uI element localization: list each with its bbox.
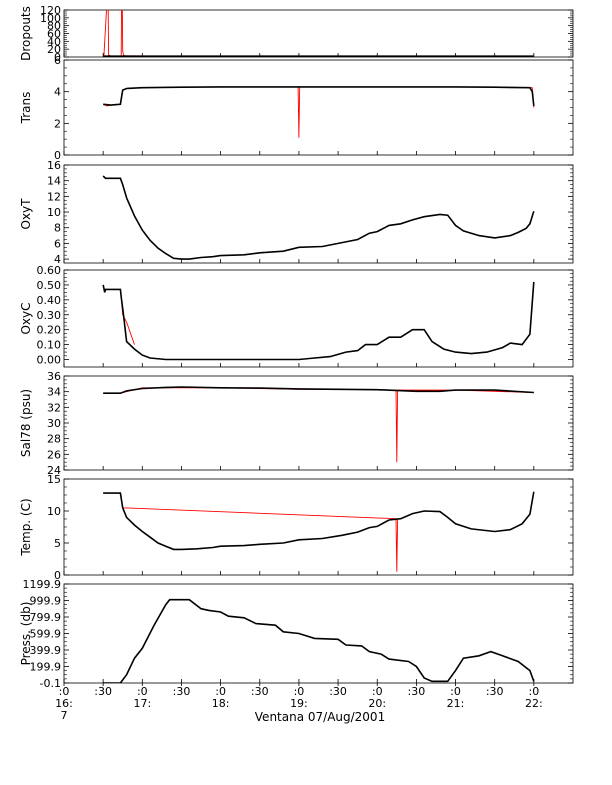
x-tick-label: :0	[215, 685, 226, 698]
y-tick-label: 60	[47, 28, 61, 41]
panel-sal78: 24 26 28 30 32 34 36 Sal78 (psu)	[19, 370, 574, 477]
y-tick-label: 120	[40, 4, 61, 17]
panel-frame	[63, 583, 574, 684]
y-tick-label: 0.50	[37, 279, 62, 292]
y-tick-label: 5	[54, 537, 61, 550]
y-tick-label: 1199.9	[23, 578, 62, 591]
y-axis-label: Temp. (C)	[19, 498, 33, 556]
y-tick-label: 4	[54, 86, 61, 99]
y-axis-label: Sal78 (psu)	[19, 389, 33, 457]
panel-temp: 0 5 10 15 Temp. (C)	[19, 473, 574, 582]
y-tick-label: 4	[54, 253, 61, 266]
y-tick-label: 12	[47, 190, 61, 203]
y-tick-label: 36	[47, 370, 61, 383]
y-tick-label: 999.9	[30, 595, 62, 608]
panel-press: -0.1 199.9 399.9 599.9 799.9 999.9 1199.9 Press…	[19, 578, 574, 690]
series-clean-oxyt	[102, 175, 535, 260]
panel-frame	[63, 59, 574, 156]
x-tick-label: :30	[408, 685, 426, 698]
y-tick-label: 2	[54, 117, 61, 130]
y-tick-label: 0.60	[37, 264, 62, 277]
y-tick-label: 0.20	[37, 324, 62, 337]
y-tick-label: 10	[47, 206, 61, 219]
series-clean-sal78	[103, 386, 534, 394]
x-tick-label: :0	[450, 685, 461, 698]
y-tick-label: 26	[47, 448, 61, 461]
x-tick-label: :30	[486, 685, 504, 698]
y-tick-label: 0	[54, 569, 61, 582]
series-clean-temp	[103, 491, 535, 551]
y-tick-label: 0	[54, 51, 61, 64]
y-tick-label: 10	[47, 505, 61, 518]
x-tick-label: :0	[294, 685, 305, 698]
panel-trans: 0 2 4 6 Trans	[19, 54, 574, 162]
y-tick-label: 16	[47, 159, 61, 172]
chart-caption: Ventana 07/Aug/2001	[255, 710, 385, 724]
series-raw-dropouts	[102, 10, 534, 57]
y-tick-label: -0.1	[40, 677, 61, 690]
y-tick-label: 24	[47, 464, 61, 477]
y-tick-label: 0.30	[37, 309, 62, 322]
series-clean-press	[103, 598, 535, 683]
panel-frame	[63, 269, 574, 368]
x-tick-label: :0	[59, 685, 70, 698]
panel-frame	[63, 164, 574, 264]
y-axis-label: Press. (db)	[19, 602, 33, 666]
x-tick-label: 16:	[55, 697, 73, 710]
series-raw-sal78	[103, 387, 534, 463]
y-tick-label: 32	[47, 401, 61, 414]
series-clean-trans	[103, 86, 535, 106]
y-tick-label: 6	[54, 237, 61, 250]
y-axis-label: Trans	[19, 92, 33, 125]
series-raw-oxyc	[102, 284, 135, 345]
y-tick-label: 599.9	[30, 628, 62, 641]
x-tick-label: 20:	[368, 697, 386, 710]
y-tick-label: 14	[47, 175, 61, 188]
y-tick-label: 8	[54, 222, 61, 235]
panel-frame	[63, 9, 574, 58]
y-tick-label: 799.9	[30, 611, 62, 624]
y-axis-label: Dropouts	[19, 6, 33, 61]
y-tick-label: 0.40	[37, 294, 62, 307]
x-tick-label: :30	[94, 685, 112, 698]
x-tick-label: 18:	[212, 697, 230, 710]
x-tick-label: :0	[528, 685, 539, 698]
panel-frame	[63, 478, 574, 576]
y-tick-label: 0.00	[37, 354, 62, 367]
panel-oxyt: 4 6 8 10 12 14 16 OxyT	[19, 159, 574, 266]
x-tick-label: :30	[251, 685, 269, 698]
y-tick-label: 20	[47, 43, 61, 56]
y-tick-label: 0	[54, 149, 61, 162]
x-tick-label: :30	[329, 685, 347, 698]
x-tick-label: 21:	[447, 697, 465, 710]
y-tick-label: 40	[47, 35, 61, 48]
y-axis-label: OxyC	[19, 302, 33, 334]
x-tick-label: :30	[173, 685, 191, 698]
y-tick-label: 0.10	[37, 339, 62, 352]
x-tick-label: :0	[372, 685, 383, 698]
y-tick-label: 80	[47, 20, 61, 33]
y-tick-label: 399.9	[30, 644, 62, 657]
panel-oxyc: 0.00 0.10 0.20 0.30 0.40 0.50 0.60 OxyC	[19, 264, 574, 368]
y-tick-label: 15	[47, 473, 61, 486]
y-tick-label: 30	[47, 417, 61, 430]
x-tick-label: 19:	[290, 697, 308, 710]
y-tick-label: 100	[40, 12, 61, 25]
x-tick-label: 22:	[525, 697, 543, 710]
series-raw-trans	[103, 86, 535, 138]
panels: 020406080100120Dropouts0246Trans46810121…	[19, 4, 574, 690]
y-tick-label: 6	[54, 54, 61, 67]
x-tick-label: 7	[61, 709, 68, 722]
series-clean-oxyc	[102, 281, 535, 361]
y-axis-label: OxyT	[19, 198, 33, 230]
x-tick-label: :0	[137, 685, 148, 698]
y-tick-label: 28	[47, 433, 61, 446]
y-tick-label: 199.9	[30, 661, 62, 674]
y-tick-label: 34	[47, 386, 61, 399]
x-tick-label: 17:	[133, 697, 151, 710]
time-axis: :016:7:30:017::30:018::30:019::30:020::3…	[55, 683, 543, 722]
